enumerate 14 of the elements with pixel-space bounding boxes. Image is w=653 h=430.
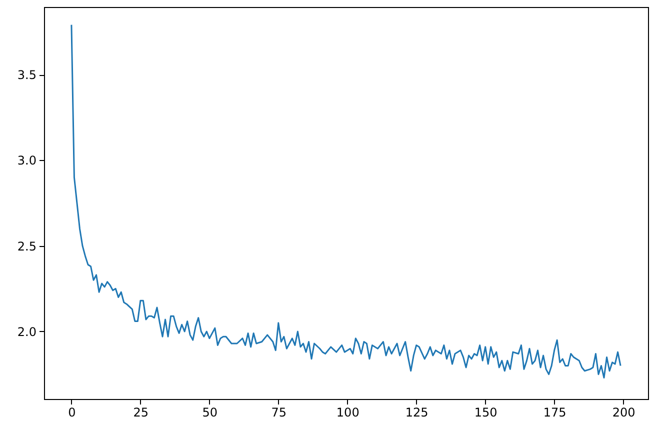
y-tick-label: 3.0 xyxy=(17,154,36,168)
x-tick-label: 0 xyxy=(68,406,76,420)
x-tick-label: 200 xyxy=(612,406,636,420)
x-tick-label: 75 xyxy=(271,406,287,420)
line-series xyxy=(70,24,622,379)
y-tick-label: 2.5 xyxy=(17,239,36,254)
y-tick-label: 2.0 xyxy=(17,324,36,339)
x-tick-label: 150 xyxy=(474,406,498,420)
y-tick-label: 3.5 xyxy=(17,68,36,82)
x-tick-label: 125 xyxy=(405,406,428,420)
x-tick-label: 50 xyxy=(202,406,218,420)
x-tick-label: 175 xyxy=(543,406,566,420)
x-tick-label: 25 xyxy=(133,406,149,420)
x-tick-label: 100 xyxy=(336,406,360,420)
